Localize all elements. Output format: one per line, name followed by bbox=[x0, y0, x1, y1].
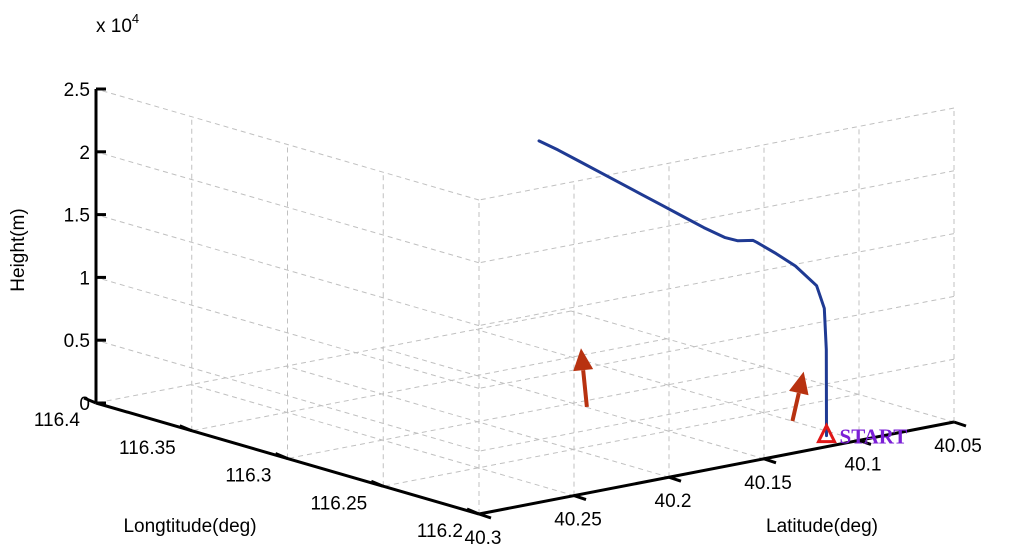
trajectory-series bbox=[537, 139, 828, 438]
grid-floor-y bbox=[380, 347, 765, 460]
x-tick-mark bbox=[274, 452, 289, 460]
y-tick-label: 40.3 bbox=[465, 528, 502, 545]
y-tick-mark bbox=[573, 494, 587, 502]
x-tick-label: 116.25 bbox=[311, 493, 368, 514]
z-tick-label: 1.5 bbox=[64, 206, 90, 227]
direction-arrow-shaft bbox=[790, 392, 801, 422]
x-axis-label: Longtitude(deg) bbox=[123, 516, 256, 537]
z-axis-label: Height(m) bbox=[8, 208, 29, 291]
x-tick-label: 116.2 bbox=[417, 521, 463, 542]
grid-wall-xz-horizontal bbox=[95, 151, 480, 264]
grid-wall-xz-horizontal bbox=[95, 214, 480, 327]
z-tick-label: 2.5 bbox=[64, 80, 90, 101]
start-triangle-marker bbox=[816, 422, 837, 444]
y-tick-label: 40.2 bbox=[655, 491, 692, 512]
y-tick-label: 40.05 bbox=[934, 436, 982, 457]
grid-floor-y bbox=[570, 310, 955, 423]
x-tick-label: 116.3 bbox=[225, 466, 271, 487]
z-exponent-label: x 104 bbox=[96, 11, 139, 37]
start-label: START bbox=[840, 425, 908, 449]
x-tick-mark bbox=[179, 424, 193, 433]
y-tick-label: 40.15 bbox=[744, 473, 792, 494]
grid-wall-xz-horizontal bbox=[95, 276, 480, 389]
grid-floor-x bbox=[191, 338, 667, 432]
z-exponent-base: x 10 bbox=[96, 16, 132, 37]
grid-wall-yz-horizontal bbox=[478, 233, 955, 327]
y-tick-label: 40.25 bbox=[554, 510, 602, 531]
direction-arrow-head bbox=[573, 348, 594, 372]
y-tick-mark bbox=[858, 438, 872, 446]
grid-floor-x bbox=[95, 310, 572, 404]
x-tick-mark bbox=[83, 396, 97, 405]
x-tick-label: 116.35 bbox=[119, 438, 176, 459]
grid-floor-y bbox=[190, 384, 575, 497]
grid-wall-xz-horizontal bbox=[95, 339, 480, 452]
direction-arrow-head bbox=[789, 371, 809, 396]
z-exponent-power: 4 bbox=[132, 11, 139, 26]
z-tick-label: 0.5 bbox=[64, 331, 90, 352]
x-tick-mark bbox=[370, 479, 384, 488]
z-tick-label: 2 bbox=[79, 143, 90, 164]
y-tick-mark bbox=[478, 512, 492, 520]
y-tick-mark bbox=[763, 457, 777, 465]
grid-floor-y bbox=[475, 328, 860, 441]
tick-labels: 116.2 116.25 116.3 116.35 116.4 40.05 40.1 40.1… bbox=[34, 80, 982, 545]
z-tick-label: 0 bbox=[79, 394, 90, 415]
grid-wall-yz-horizontal bbox=[478, 295, 955, 389]
y-tick-mark bbox=[953, 420, 967, 428]
direction-arrows bbox=[573, 348, 809, 422]
grid-wall-xz-horizontal bbox=[95, 88, 480, 201]
direction-arrow-shaft bbox=[581, 369, 589, 408]
start-marker-group: START bbox=[816, 422, 908, 449]
trajectory-line bbox=[537, 139, 828, 438]
y-axis-line bbox=[478, 420, 955, 516]
grid-floor-y bbox=[285, 365, 670, 478]
x-tick-mark bbox=[466, 507, 480, 516]
x-tick-label: 116.4 bbox=[34, 410, 81, 431]
grid-wall-yz-horizontal bbox=[478, 170, 955, 264]
y-tick-label: 40.1 bbox=[845, 454, 882, 475]
z-tick-label: 1 bbox=[79, 268, 90, 289]
grid-lines bbox=[95, 88, 955, 515]
y-tick-mark bbox=[668, 475, 682, 483]
axis-labels: Height(m) Longtitude(deg) Latitude(deg) … bbox=[8, 11, 878, 537]
grid-wall-yz-horizontal bbox=[478, 107, 955, 201]
axes bbox=[83, 87, 967, 520]
grid-floor-x bbox=[287, 366, 763, 459]
y-axis-label: Latitude(deg) bbox=[766, 516, 878, 537]
